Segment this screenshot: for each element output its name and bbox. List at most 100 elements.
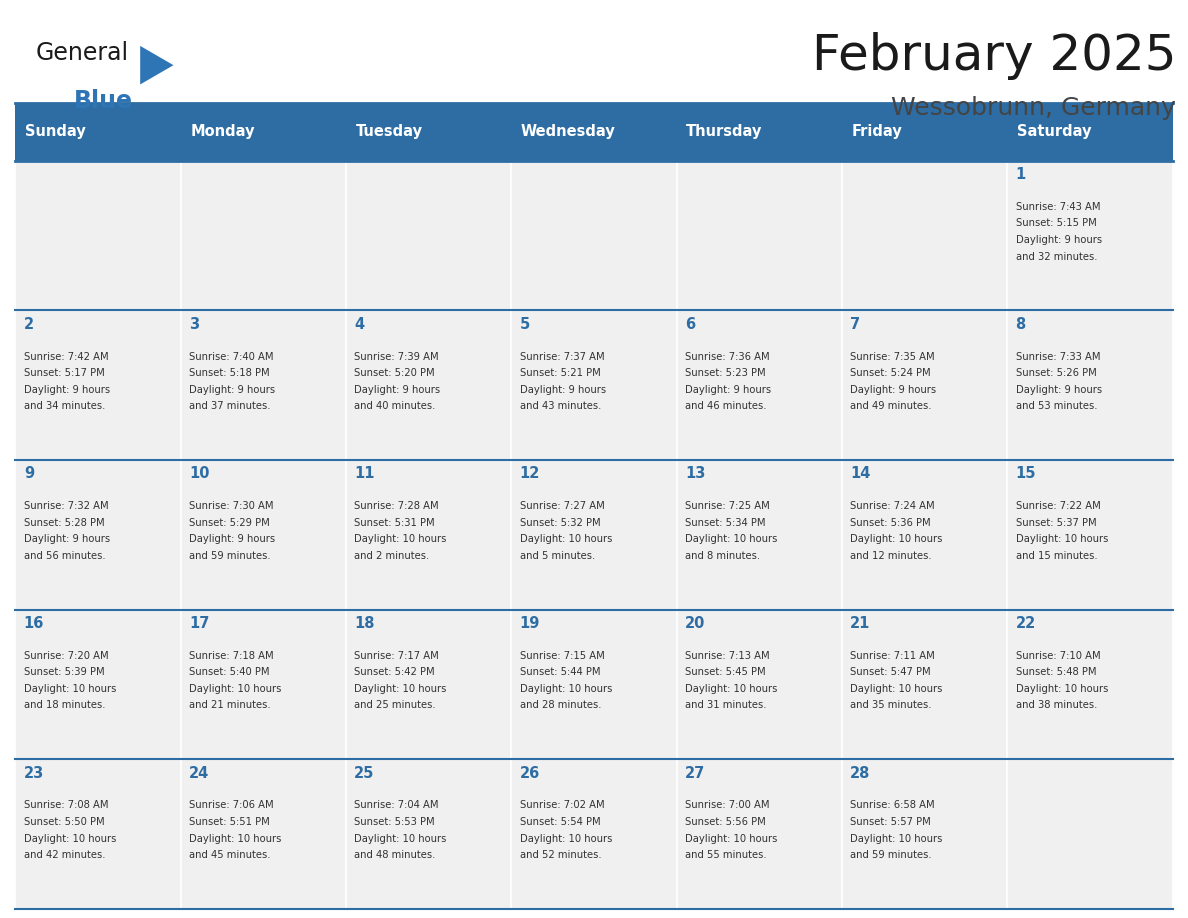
Text: and 37 minutes.: and 37 minutes.: [189, 401, 271, 411]
Text: Daylight: 10 hours: Daylight: 10 hours: [851, 534, 942, 544]
Bar: [842, 610, 1007, 759]
Text: and 32 minutes.: and 32 minutes.: [1016, 252, 1097, 262]
Text: Sunset: 5:17 PM: Sunset: 5:17 PM: [24, 368, 105, 378]
Bar: [346, 161, 511, 310]
Text: Sunset: 5:28 PM: Sunset: 5:28 PM: [24, 518, 105, 528]
Bar: [346, 759, 511, 909]
Bar: [1007, 610, 1173, 759]
Bar: [346, 610, 511, 759]
Text: Sunrise: 7:00 AM: Sunrise: 7:00 AM: [685, 800, 770, 811]
Text: 21: 21: [851, 616, 871, 631]
Text: Sunset: 5:32 PM: Sunset: 5:32 PM: [519, 518, 600, 528]
Text: and 34 minutes.: and 34 minutes.: [24, 401, 105, 411]
Bar: [511, 103, 677, 161]
Bar: [15, 310, 181, 460]
Text: 13: 13: [685, 466, 706, 481]
Text: Daylight: 9 hours: Daylight: 9 hours: [189, 385, 276, 395]
Bar: [677, 610, 842, 759]
Bar: [346, 460, 511, 610]
Text: Daylight: 9 hours: Daylight: 9 hours: [24, 534, 109, 544]
Text: Daylight: 10 hours: Daylight: 10 hours: [519, 834, 612, 844]
Text: and 49 minutes.: and 49 minutes.: [851, 401, 931, 411]
Text: and 59 minutes.: and 59 minutes.: [851, 850, 931, 860]
Text: and 40 minutes.: and 40 minutes.: [354, 401, 436, 411]
Text: 18: 18: [354, 616, 375, 631]
Text: Sunrise: 7:10 AM: Sunrise: 7:10 AM: [1016, 651, 1100, 661]
Bar: [677, 310, 842, 460]
Bar: [1007, 161, 1173, 310]
Text: Daylight: 9 hours: Daylight: 9 hours: [189, 534, 276, 544]
Text: Sunrise: 7:36 AM: Sunrise: 7:36 AM: [685, 352, 770, 362]
Text: and 59 minutes.: and 59 minutes.: [189, 551, 271, 561]
Text: and 42 minutes.: and 42 minutes.: [24, 850, 106, 860]
Text: Sunset: 5:21 PM: Sunset: 5:21 PM: [519, 368, 600, 378]
Text: Sunrise: 7:13 AM: Sunrise: 7:13 AM: [685, 651, 770, 661]
Text: Sunset: 5:47 PM: Sunset: 5:47 PM: [851, 667, 931, 677]
Bar: [511, 161, 677, 310]
Bar: [181, 103, 346, 161]
Bar: [15, 610, 181, 759]
Text: and 52 minutes.: and 52 minutes.: [519, 850, 601, 860]
Text: 5: 5: [519, 317, 530, 331]
Text: Daylight: 9 hours: Daylight: 9 hours: [1016, 385, 1101, 395]
Text: and 46 minutes.: and 46 minutes.: [685, 401, 766, 411]
Text: Sunset: 5:56 PM: Sunset: 5:56 PM: [685, 817, 766, 827]
Text: Sunset: 5:15 PM: Sunset: 5:15 PM: [1016, 218, 1097, 229]
Text: 6: 6: [685, 317, 695, 331]
Text: 4: 4: [354, 317, 365, 331]
Text: and 35 minutes.: and 35 minutes.: [851, 700, 931, 711]
Bar: [1007, 310, 1173, 460]
Bar: [15, 460, 181, 610]
Text: Sunset: 5:50 PM: Sunset: 5:50 PM: [24, 817, 105, 827]
Bar: [346, 310, 511, 460]
Text: and 43 minutes.: and 43 minutes.: [519, 401, 601, 411]
Text: Sunset: 5:20 PM: Sunset: 5:20 PM: [354, 368, 435, 378]
Text: Sunset: 5:53 PM: Sunset: 5:53 PM: [354, 817, 435, 827]
Text: and 15 minutes.: and 15 minutes.: [1016, 551, 1098, 561]
Text: Daylight: 10 hours: Daylight: 10 hours: [1016, 534, 1108, 544]
Text: and 53 minutes.: and 53 minutes.: [1016, 401, 1097, 411]
Text: Sunset: 5:34 PM: Sunset: 5:34 PM: [685, 518, 765, 528]
Text: 12: 12: [519, 466, 541, 481]
Text: 17: 17: [189, 616, 209, 631]
Text: and 18 minutes.: and 18 minutes.: [24, 700, 106, 711]
Text: Daylight: 10 hours: Daylight: 10 hours: [354, 534, 447, 544]
Text: Daylight: 10 hours: Daylight: 10 hours: [851, 684, 942, 694]
Text: General: General: [36, 41, 128, 65]
Text: Thursday: Thursday: [687, 124, 763, 140]
Text: Daylight: 9 hours: Daylight: 9 hours: [851, 385, 936, 395]
Text: 8: 8: [1016, 317, 1025, 331]
Bar: [677, 460, 842, 610]
Text: Sunrise: 7:27 AM: Sunrise: 7:27 AM: [519, 501, 605, 511]
Text: Friday: Friday: [852, 124, 902, 140]
Text: 25: 25: [354, 766, 374, 780]
Text: Sunrise: 7:02 AM: Sunrise: 7:02 AM: [519, 800, 605, 811]
Text: Sunset: 5:42 PM: Sunset: 5:42 PM: [354, 667, 435, 677]
Bar: [181, 310, 346, 460]
Text: Daylight: 9 hours: Daylight: 9 hours: [24, 385, 109, 395]
Text: and 21 minutes.: and 21 minutes.: [189, 700, 271, 711]
Text: and 45 minutes.: and 45 minutes.: [189, 850, 271, 860]
Text: and 8 minutes.: and 8 minutes.: [685, 551, 760, 561]
Text: and 12 minutes.: and 12 minutes.: [851, 551, 931, 561]
Text: Tuesday: Tuesday: [355, 124, 423, 140]
Text: 15: 15: [1016, 466, 1036, 481]
Text: 19: 19: [519, 616, 541, 631]
Text: Daylight: 10 hours: Daylight: 10 hours: [851, 834, 942, 844]
Text: Sunrise: 7:39 AM: Sunrise: 7:39 AM: [354, 352, 440, 362]
Text: and 55 minutes.: and 55 minutes.: [685, 850, 766, 860]
Text: Daylight: 10 hours: Daylight: 10 hours: [685, 834, 777, 844]
Text: 11: 11: [354, 466, 375, 481]
Text: Sunset: 5:36 PM: Sunset: 5:36 PM: [851, 518, 931, 528]
Text: and 5 minutes.: and 5 minutes.: [519, 551, 595, 561]
Text: Sunrise: 7:08 AM: Sunrise: 7:08 AM: [24, 800, 108, 811]
Text: Daylight: 10 hours: Daylight: 10 hours: [519, 534, 612, 544]
Bar: [181, 161, 346, 310]
Bar: [511, 310, 677, 460]
Text: Sunset: 5:29 PM: Sunset: 5:29 PM: [189, 518, 270, 528]
Text: Sunset: 5:51 PM: Sunset: 5:51 PM: [189, 817, 270, 827]
Text: Saturday: Saturday: [1017, 124, 1092, 140]
Text: Sunrise: 7:24 AM: Sunrise: 7:24 AM: [851, 501, 935, 511]
Bar: [842, 310, 1007, 460]
Text: Sunset: 5:48 PM: Sunset: 5:48 PM: [1016, 667, 1097, 677]
